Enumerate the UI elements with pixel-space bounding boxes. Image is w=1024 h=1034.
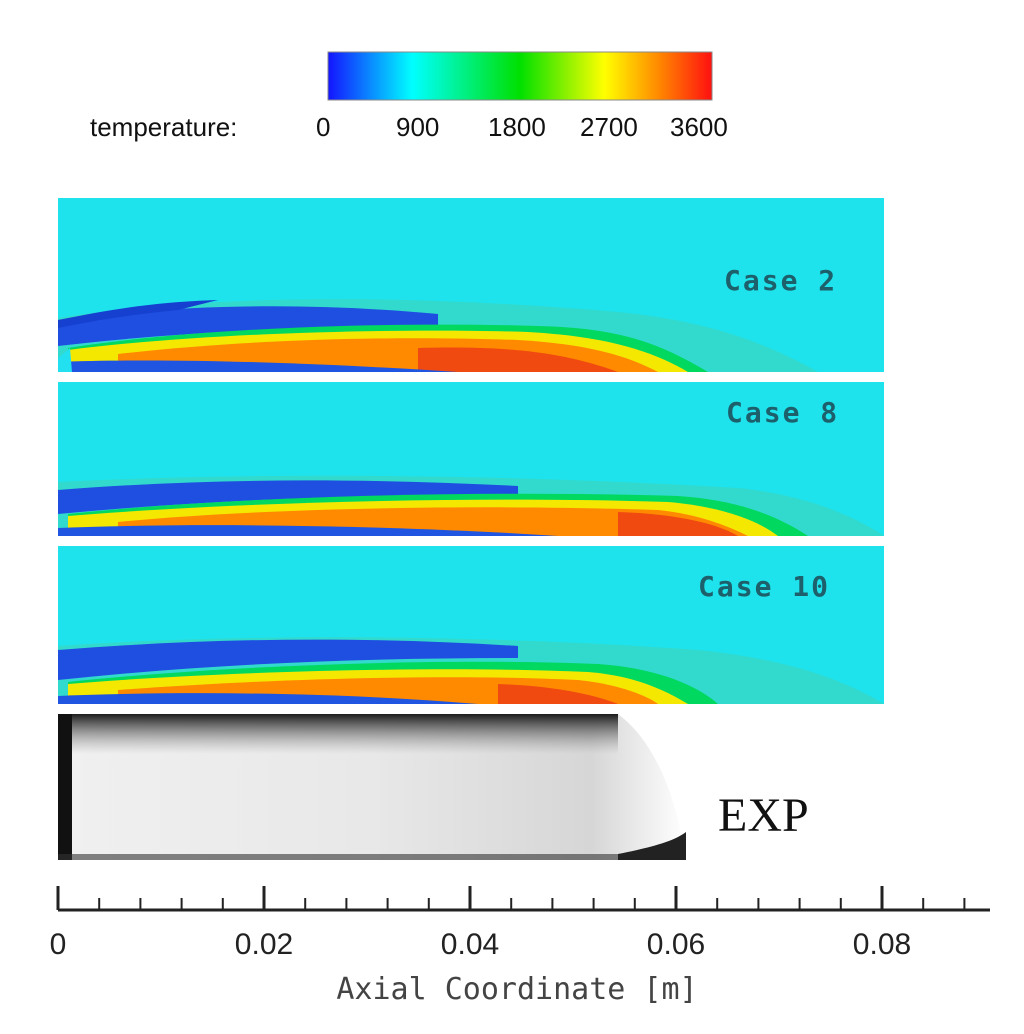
case-label: Case 10 (698, 570, 831, 603)
colorbar-tick: 2700 (580, 112, 638, 142)
axis-tick-label: 0.08 (853, 928, 911, 961)
colorbar-tick: 3600 (670, 112, 728, 142)
colorbar-tick: 0 (316, 112, 331, 142)
case-label: Case 8 (726, 396, 840, 429)
axis-title: Axial Coordinate [m] (336, 972, 698, 1007)
case-8-panel: Case 8 (58, 382, 884, 536)
axis-tick-label: 0.04 (441, 928, 499, 961)
colorbar: temperature: 0 900 1800 2700 3600 (0, 0, 1024, 160)
case-10-panel: Case 10 (58, 546, 884, 704)
colorbar-tick: 1800 (488, 112, 546, 142)
case-2-panel: Case 2 (58, 198, 884, 372)
exp-image (58, 714, 686, 860)
exp-label: EXP (718, 789, 809, 842)
axis-tick-label: 0 (50, 928, 67, 961)
colorbar-tick: 900 (396, 112, 440, 142)
exp-photo (58, 714, 686, 860)
case-8-contour (58, 382, 884, 536)
colorbar-gradient (327, 51, 713, 101)
case-label: Case 2 (724, 264, 838, 297)
axis-tick-label: 0.06 (647, 928, 705, 961)
axis-tick-labels: 0 0.02 0.04 0.06 0.08 (50, 928, 912, 961)
axis-tick-label: 0.02 (235, 928, 293, 961)
axis-ticks (56, 886, 966, 910)
case-10-contour (58, 546, 884, 704)
axial-axis: 0 0.02 0.04 0.06 0.08 (50, 886, 990, 961)
case-2-contour (58, 198, 884, 372)
colorbar-title: temperature: (90, 112, 238, 142)
